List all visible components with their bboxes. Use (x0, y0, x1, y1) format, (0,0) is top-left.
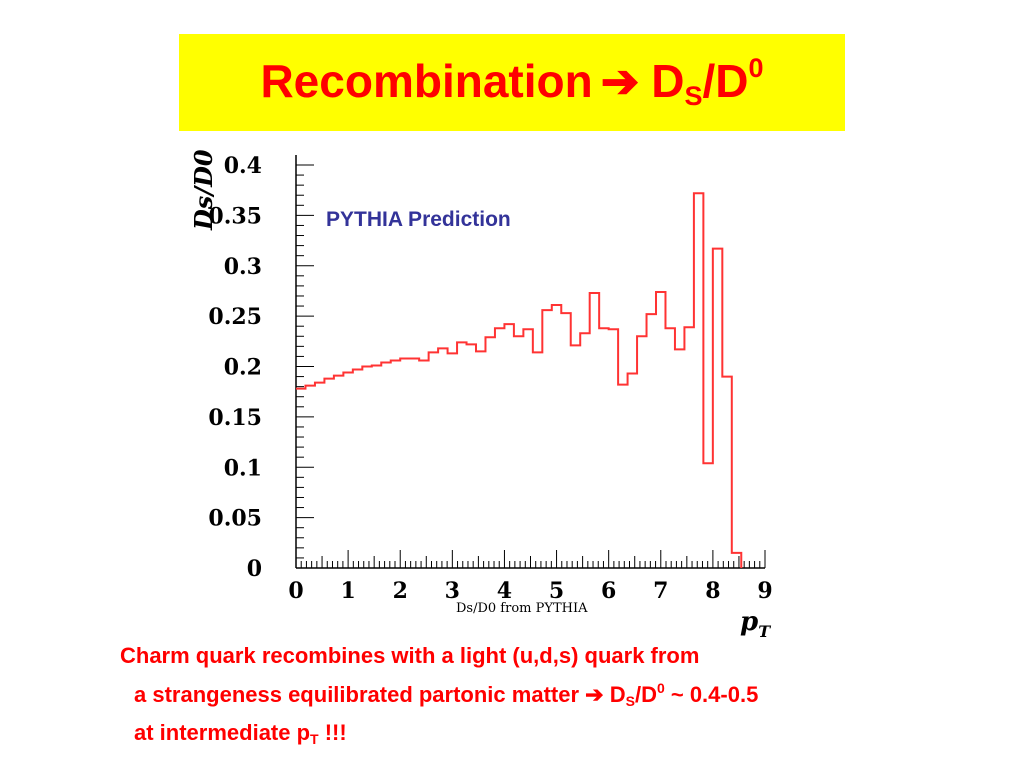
x-tick-label: 8 (705, 578, 720, 604)
title-slash: /D (702, 55, 749, 107)
x-tick-label: 3 (445, 578, 460, 604)
title-main: Recombination (260, 55, 593, 107)
x-tick-label: 4 (497, 578, 512, 604)
x-axis-label: pT (740, 607, 771, 641)
histogram-series-line (296, 192, 743, 568)
chart-ticks (295, 164, 766, 569)
y-tick-label: 0.4 (224, 153, 262, 179)
y-tick-label: 0.15 (208, 405, 262, 431)
x-tick-label: 9 (757, 578, 772, 604)
axis-subtitle: Ds/D0 from PYTHIA (456, 601, 588, 616)
x-tick-label: 7 (653, 578, 668, 604)
slide-title: Recombination ➔ DS/D0 (260, 53, 763, 112)
caption-slash: /D (634, 682, 657, 707)
x-tick-label: 0 (288, 578, 303, 604)
arrow-icon: ➔ (585, 682, 604, 707)
y-tick-label: 0 (247, 556, 262, 582)
y-tick-label: 0.05 (208, 506, 262, 532)
caption-line-2-text: a strangeness equilibrated partonic matt… (134, 682, 580, 707)
x-tick-label: 6 (601, 578, 616, 604)
y-tick-label: 0.25 (208, 304, 262, 330)
y-axis-label: Ds/D0 (189, 149, 218, 231)
arrow-icon: ➔ (600, 55, 640, 107)
x-tick-label: 2 (393, 578, 408, 604)
title-subscript: S (684, 81, 703, 111)
y-tick-label: 0.35 (208, 203, 262, 229)
caption-line-1: Charm quark recombines with a light (u,d… (120, 643, 700, 668)
chart-annotation: PYTHIA Prediction (326, 208, 511, 231)
chart-tick-labels: 0 0.05 0.1 0.15 0.2 0.25 0.3 0.35 0.4 0 1 2 3 4 5 6 7 8 9 (208, 153, 772, 604)
caption-line-3-text: at intermediate p (134, 720, 311, 745)
y-tick-label: 0.2 (224, 355, 262, 381)
y-tick-label: 0.3 (224, 254, 262, 280)
x-tick-label: 5 (549, 578, 564, 604)
x-tick-label: 1 (340, 578, 355, 604)
caption-d: D (609, 682, 626, 707)
caption-line-3: at intermediate pT !!! (120, 717, 1000, 755)
title-banner: Recombination ➔ DS/D0 (179, 34, 845, 131)
slide-caption: Charm quark recombines with a light (u,d… (120, 640, 1000, 755)
caption-pt-subscript: T (310, 731, 319, 747)
caption-subscript: S (625, 693, 635, 709)
caption-exclaim: !!! (318, 720, 347, 745)
caption-superscript: 0 (656, 680, 665, 696)
caption-ratio: ~ 0.4-0.5 (664, 682, 759, 707)
title-superscript: 0 (748, 53, 764, 83)
caption-line-2: a strangeness equilibrated partonic matt… (120, 672, 1000, 717)
y-tick-label: 0.1 (224, 455, 262, 481)
title-d: D (651, 55, 685, 107)
